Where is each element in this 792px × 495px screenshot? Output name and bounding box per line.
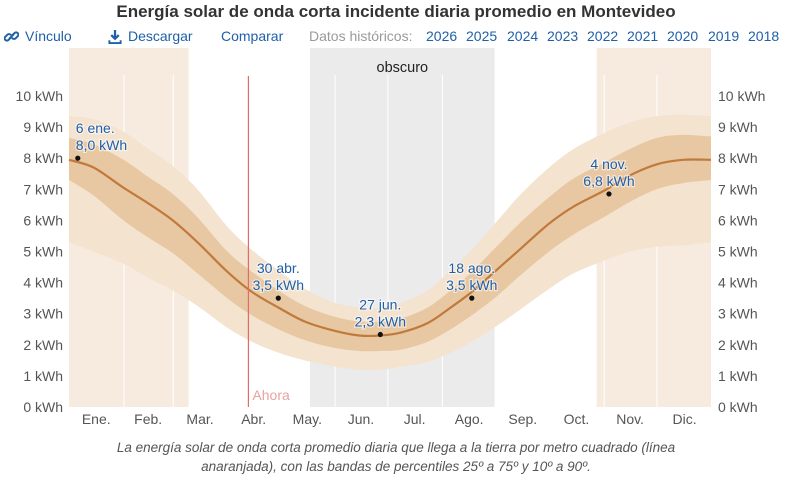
median-line — [68, 158, 712, 338]
page-title: Energía solar de onda corta incidente di… — [116, 2, 676, 21]
year-link-2023[interactable]: 2023 — [547, 28, 579, 44]
annotation-date-1: 30 abr. — [257, 260, 300, 276]
chart-median-series — [68, 158, 712, 338]
x-month-label-0: Ene. — [82, 411, 111, 427]
y-tick-left-3: 3 kWh — [23, 306, 63, 322]
caption-line-1: La energía solar de onda corta promedio … — [116, 440, 676, 455]
x-month-label-8: Sep. — [508, 411, 537, 427]
annotation-point-0 — [75, 155, 81, 161]
annotation-point-4 — [606, 191, 612, 197]
chart-axis-labels: 0 kWh 0 kWh 1 kWh 1 kWh 2 kWh 2 kWh 3 kWh 3 kWh… — [16, 88, 766, 427]
toolbar: Vínculo Descargar Comparar Datos históri… — [3, 28, 790, 48]
y-tick-left-9: 9 kWh — [23, 119, 63, 135]
annotation-point-1 — [275, 295, 281, 301]
annotation-date-4: 4 nov. — [590, 156, 627, 172]
caption-line-2: anaranjada), con las bandas de percentil… — [201, 459, 591, 474]
year-link-2020[interactable]: 2020 — [667, 28, 699, 44]
annotation-date-2: 27 jun. — [359, 297, 401, 313]
y-tick-right-7: 7 kWh — [718, 181, 758, 197]
x-month-label-11: Dic. — [673, 411, 697, 427]
annotation-point-3 — [469, 295, 475, 301]
x-month-label-4: May. — [293, 411, 322, 427]
year-link-2026[interactable]: 2026 — [426, 28, 458, 44]
compare-button[interactable]: Comparar — [221, 28, 284, 44]
y-tick-right-8: 8 kWh — [718, 150, 758, 166]
x-month-label-5: Jun. — [348, 411, 374, 427]
chart-caption: La energía solar de onda corta promedio … — [0, 438, 792, 476]
x-month-label-3: Abr. — [241, 411, 266, 427]
y-tick-right-6: 6 kWh — [718, 212, 758, 228]
y-tick-right-2: 2 kWh — [718, 337, 758, 353]
x-month-label-9: Oct. — [564, 411, 590, 427]
x-month-label-2: Mar. — [186, 411, 213, 427]
year-link-2025[interactable]: 2025 — [466, 28, 498, 44]
year-link-2022[interactable]: 2022 — [587, 28, 619, 44]
y-tick-left-1: 1 kWh — [23, 368, 63, 384]
y-tick-left-0: 0 kWh — [23, 399, 63, 415]
y-tick-right-9: 9 kWh — [718, 119, 758, 135]
y-tick-right-4: 4 kWh — [718, 275, 758, 291]
chain-link-icon — [3, 31, 20, 42]
link-button[interactable]: Vínculo — [3, 28, 72, 44]
historical-data-label: Datos históricos: — [309, 28, 413, 44]
year-link-2019[interactable]: 2019 — [708, 28, 740, 44]
chart-percentile-bands — [69, 114, 711, 371]
x-month-label-10: Nov. — [616, 411, 644, 427]
y-tick-left-2: 2 kWh — [23, 337, 63, 353]
band-25-75-percentile — [69, 134, 711, 352]
annotation-value-3: 3,5 kWh — [446, 277, 497, 293]
annotation-value-2: 2,3 kWh — [355, 314, 406, 330]
download-arrow-icon — [108, 29, 122, 44]
y-tick-left-4: 4 kWh — [23, 275, 63, 291]
year-link-2021[interactable]: 2021 — [627, 28, 659, 44]
y-tick-right-10: 10 kWh — [718, 88, 765, 104]
annotation-date-0: 6 ene. — [76, 120, 115, 136]
x-month-label-7: Ago. — [455, 411, 484, 427]
now-marker-label: Ahora — [252, 387, 290, 403]
y-tick-left-6: 6 kWh — [23, 212, 63, 228]
y-tick-right-0: 0 kWh — [718, 399, 758, 415]
download-label: Descargar — [128, 28, 193, 44]
y-tick-left-5: 5 kWh — [23, 244, 63, 260]
band-10-90-percentile — [69, 114, 711, 371]
y-tick-right-1: 1 kWh — [718, 368, 758, 384]
y-tick-left-10: 10 kWh — [16, 88, 63, 104]
link-label: Vínculo — [25, 28, 72, 44]
annotation-date-3: 18 ago. — [448, 260, 495, 276]
annotation-value-4: 6,8 kWh — [583, 173, 634, 189]
annotation-value-1: 3,5 kWh — [253, 277, 304, 293]
y-tick-left-8: 8 kWh — [23, 150, 63, 166]
y-tick-right-5: 5 kWh — [718, 244, 758, 260]
y-tick-left-7: 7 kWh — [23, 181, 63, 197]
annotation-point-2 — [377, 331, 383, 338]
year-link-2024[interactable]: 2024 — [507, 28, 539, 44]
y-tick-right-3: 3 kWh — [718, 306, 758, 322]
year-link-2018[interactable]: 2018 — [748, 28, 780, 44]
download-button[interactable]: Descargar — [108, 28, 193, 44]
x-month-label-1: Feb. — [134, 411, 162, 427]
dark-period-label: obscuro — [377, 60, 429, 76]
x-month-label-6: Jul. — [404, 411, 426, 427]
annotation-value-0: 8,0 kWh — [76, 137, 127, 153]
